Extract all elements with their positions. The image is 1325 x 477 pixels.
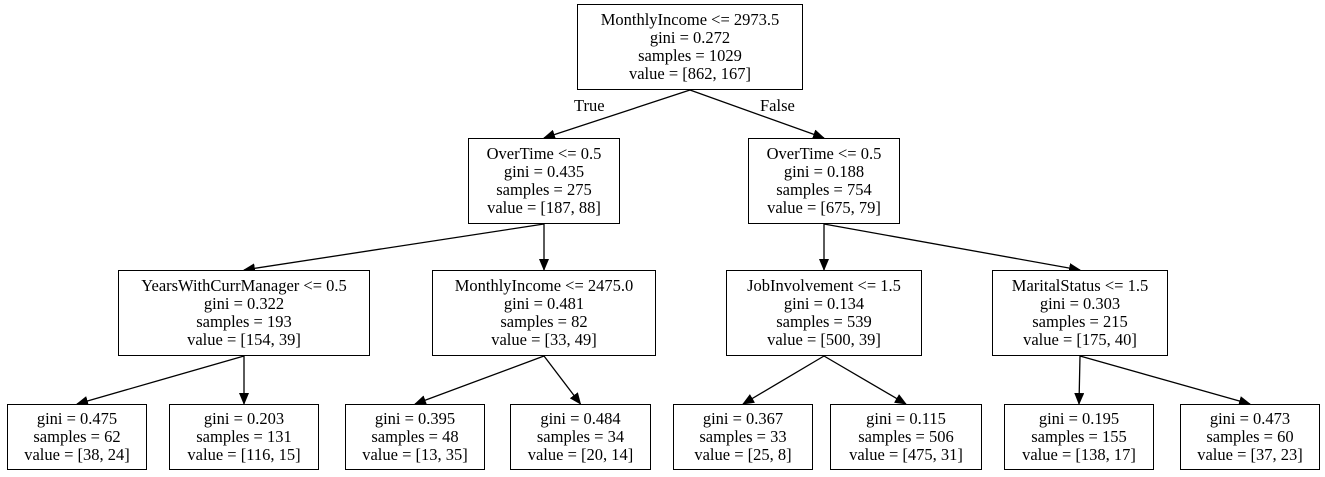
tree-edge-n6-n14 (1079, 355, 1251, 406)
tree-node-n4: MonthlyIncome <= 2475.0 gini = 0.481 sampl… (432, 270, 656, 356)
tree-edge-n1-n3 (243, 223, 545, 274)
node-line: value = [475, 31] (849, 445, 963, 464)
tree-node-n10: gini = 0.484 samples = 34 value = [20, 14] (510, 404, 651, 470)
node-line: samples = 275 (496, 180, 592, 199)
tree-node-n8: gini = 0.203 samples = 131 value = [116, 1… (169, 404, 319, 470)
node-line: gini = 0.272 (649, 28, 731, 47)
node-line: samples = 131 (196, 427, 292, 446)
tree-edge-n2-n6 (823, 223, 1081, 273)
node-line: gini = 0.322 (203, 294, 285, 313)
node-line: OverTime <= 0.5 (766, 144, 882, 163)
tree-node-n6: MaritalStatus <= 1.5 gini = 0.303 samples … (992, 270, 1168, 356)
node-line: gini = 0.484 (540, 409, 621, 428)
node-line: JobInvolvement <= 1.5 (747, 276, 901, 295)
node-line: value = [500, 39] (767, 330, 881, 349)
node-line: gini = 0.481 (503, 294, 585, 313)
tree-node-n5: JobInvolvement <= 1.5 gini = 0.134 samples… (726, 270, 922, 356)
node-line: gini = 0.134 (783, 294, 865, 313)
node-line: gini = 0.395 (374, 409, 456, 428)
tree-node-n2: OverTime <= 0.5 gini = 0.188 samples = 754… (748, 138, 900, 224)
node-line: samples = 193 (196, 312, 292, 331)
node-line: samples = 60 (1206, 427, 1294, 446)
node-line: samples = 215 (1032, 312, 1128, 331)
tree-edge-n4-n10 (543, 355, 582, 405)
node-line: value = [116, 15] (187, 445, 301, 464)
node-line: value = [187, 88] (487, 198, 601, 217)
node-line: gini = 0.435 (503, 162, 585, 181)
tree-node-n9: gini = 0.395 samples = 48 value = [13, 35] (345, 404, 485, 470)
tree-edge-n4-n9 (414, 355, 545, 405)
node-line: samples = 754 (776, 180, 872, 199)
node-line: samples = 34 (536, 427, 625, 446)
node-line: gini = 0.367 (702, 409, 784, 428)
tree-node-n11: gini = 0.367 samples = 33 value = [25, 8] (673, 404, 813, 470)
node-line: MonthlyIncome <= 2973.5 (600, 10, 780, 29)
node-line: samples = 539 (776, 312, 872, 331)
node-line: gini = 0.303 (1039, 294, 1121, 313)
node-line: samples = 506 (858, 427, 954, 446)
node-line: MaritalStatus <= 1.5 (1011, 276, 1149, 295)
node-line: value = [862, 167] (628, 64, 752, 83)
node-line: value = [20, 14] (527, 445, 634, 464)
tree-edge-n3-n7 (76, 355, 245, 406)
tree-edge-n5-n12 (823, 355, 907, 405)
node-line: gini = 0.195 (1038, 409, 1120, 428)
node-line: gini = 0.475 (36, 409, 118, 428)
node-line: samples = 1029 (638, 46, 742, 65)
tree-edge-n0-n2 (689, 89, 825, 139)
node-line: gini = 0.115 (866, 409, 946, 428)
tree-node-n12: gini = 0.115 samples = 506 value = [475, 3… (830, 404, 982, 470)
tree-node-n1: OverTime <= 0.5 gini = 0.435 samples = 275… (468, 138, 620, 224)
node-line: value = [37, 23] (1197, 445, 1303, 464)
node-line: YearsWithCurrManager <= 0.5 (141, 276, 347, 295)
node-line: MonthlyIncome <= 2475.0 (454, 276, 634, 295)
node-line: OverTime <= 0.5 (486, 144, 602, 163)
node-line: samples = 48 (371, 427, 459, 446)
edge-label-true: True (574, 96, 605, 115)
node-line: value = [154, 39] (187, 330, 301, 349)
node-line: gini = 0.188 (783, 162, 865, 181)
tree-node-n0: MonthlyIncome <= 2973.5 gini = 0.272 sampl… (577, 4, 803, 90)
node-line: samples = 33 (699, 427, 787, 446)
tree-edge-n0-n1 (543, 89, 691, 140)
tree-node-n14: gini = 0.473 samples = 60 value = [37, 23] (1180, 404, 1320, 470)
node-line: value = [25, 8] (694, 445, 792, 464)
node-line: value = [175, 40] (1023, 330, 1137, 349)
edge-label-false: False (760, 96, 795, 115)
node-line: samples = 155 (1031, 427, 1127, 446)
tree-node-n7: gini = 0.475 samples = 62 value = [38, 24] (7, 404, 147, 470)
tree-edge-n6-n13 (1074, 355, 1085, 405)
tree-edge-n5-n11 (742, 355, 825, 405)
node-line: gini = 0.473 (1209, 409, 1291, 428)
node-line: gini = 0.203 (203, 409, 285, 428)
node-line: samples = 62 (33, 427, 121, 446)
node-line: samples = 82 (500, 312, 588, 331)
node-line: value = [33, 49] (491, 330, 597, 349)
node-line: value = [38, 24] (24, 445, 130, 464)
node-line: value = [13, 35] (362, 445, 468, 464)
tree-node-n3: YearsWithCurrManager <= 0.5 gini = 0.322 s… (118, 270, 370, 356)
node-line: value = [138, 17] (1022, 445, 1136, 464)
tree-node-n13: gini = 0.195 samples = 155 value = [138, 1… (1004, 404, 1154, 470)
node-line: value = [675, 79] (767, 198, 881, 217)
